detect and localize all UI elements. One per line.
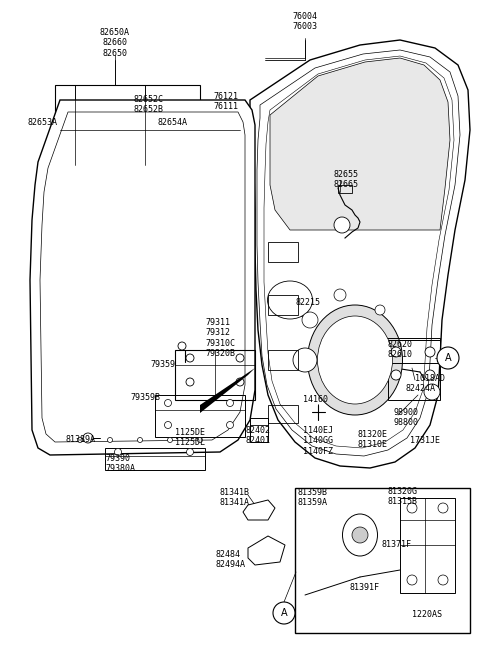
Text: 79359: 79359 [150, 360, 175, 369]
Text: A: A [281, 608, 288, 618]
Circle shape [438, 575, 448, 585]
Bar [295, 488, 470, 633]
Circle shape [425, 370, 435, 380]
Circle shape [334, 289, 346, 301]
Bar [105, 448, 205, 470]
Bar [55, 85, 200, 165]
Text: A: A [444, 353, 451, 363]
Circle shape [108, 438, 112, 443]
Polygon shape [200, 368, 255, 413]
Circle shape [115, 449, 121, 455]
Ellipse shape [317, 316, 393, 404]
Text: 79311
79312
79310C
79320B: 79311 79312 79310C 79320B [205, 318, 235, 358]
Circle shape [186, 354, 194, 362]
Text: 81320E
81310E: 81320E 81310E [358, 430, 388, 449]
Polygon shape [243, 500, 275, 520]
Text: 81389A: 81389A [65, 435, 95, 444]
Bar [385, 338, 440, 363]
Text: 1731JE: 1731JE [410, 436, 440, 445]
Circle shape [293, 348, 317, 372]
Text: 81320G
81315B: 81320G 81315B [388, 487, 418, 506]
Circle shape [165, 400, 171, 407]
Text: 79390
79380A: 79390 79380A [105, 454, 135, 474]
Bar [268, 350, 298, 370]
Ellipse shape [343, 514, 377, 556]
Circle shape [77, 438, 83, 443]
Circle shape [165, 422, 171, 428]
Circle shape [187, 449, 193, 455]
Circle shape [375, 305, 385, 315]
Circle shape [302, 312, 318, 328]
Text: 82655
82665: 82655 82665 [333, 170, 358, 190]
Circle shape [227, 422, 233, 428]
Circle shape [407, 503, 417, 513]
Circle shape [407, 575, 417, 585]
Bar [268, 242, 298, 262]
Circle shape [168, 438, 172, 443]
Circle shape [437, 347, 459, 369]
Text: 81341B
81341A: 81341B 81341A [220, 488, 250, 507]
Text: 81391F: 81391F [350, 583, 380, 592]
Text: 82650A
82660
82650: 82650A 82660 82650 [100, 28, 130, 58]
Circle shape [352, 527, 368, 543]
Polygon shape [270, 58, 450, 230]
Circle shape [334, 217, 350, 233]
Circle shape [236, 354, 244, 362]
Text: 76121
76111: 76121 76111 [213, 92, 238, 112]
Bar [155, 395, 245, 437]
Text: 79359B: 79359B [130, 393, 160, 402]
Bar [388, 340, 440, 400]
Text: 82653A: 82653A [28, 118, 58, 127]
Circle shape [83, 433, 93, 443]
Circle shape [197, 438, 203, 443]
Text: 82484
82494A: 82484 82494A [215, 550, 245, 569]
Text: 1140EJ
1140GG
1140FZ: 1140EJ 1140GG 1140FZ [303, 426, 333, 456]
Circle shape [273, 602, 295, 624]
Circle shape [178, 342, 186, 350]
Text: 98900
98800: 98900 98800 [393, 408, 418, 428]
Circle shape [438, 503, 448, 513]
Text: 82402
82401: 82402 82401 [245, 426, 270, 445]
Polygon shape [250, 40, 470, 468]
Text: 76004
76003: 76004 76003 [292, 12, 317, 31]
Text: 82620
82610: 82620 82610 [388, 340, 413, 359]
Bar [400, 498, 455, 593]
Text: 81371F: 81371F [382, 540, 412, 549]
Polygon shape [30, 100, 255, 455]
Circle shape [227, 400, 233, 407]
Ellipse shape [308, 305, 403, 415]
Text: 82652C
82652B: 82652C 82652B [133, 95, 163, 114]
Circle shape [391, 370, 401, 380]
Bar [268, 405, 298, 423]
Text: 82215: 82215 [296, 298, 321, 307]
Bar [175, 350, 255, 400]
Text: 14160: 14160 [303, 395, 328, 404]
Circle shape [425, 347, 435, 357]
Circle shape [236, 378, 244, 386]
Text: 1125DE
1125DL: 1125DE 1125DL [175, 428, 205, 447]
Circle shape [137, 438, 143, 443]
Circle shape [391, 347, 401, 357]
Ellipse shape [267, 281, 312, 319]
Circle shape [424, 384, 440, 400]
Bar [268, 295, 298, 315]
Text: 1018AD: 1018AD [415, 374, 445, 383]
Bar [250, 418, 268, 442]
Polygon shape [248, 536, 285, 565]
Text: 82424A: 82424A [405, 384, 435, 393]
Text: 1220AS: 1220AS [412, 610, 442, 619]
Text: 81359B
81359A: 81359B 81359A [298, 488, 328, 507]
Bar [338, 185, 352, 193]
Text: 82654A: 82654A [157, 118, 187, 127]
Circle shape [186, 378, 194, 386]
